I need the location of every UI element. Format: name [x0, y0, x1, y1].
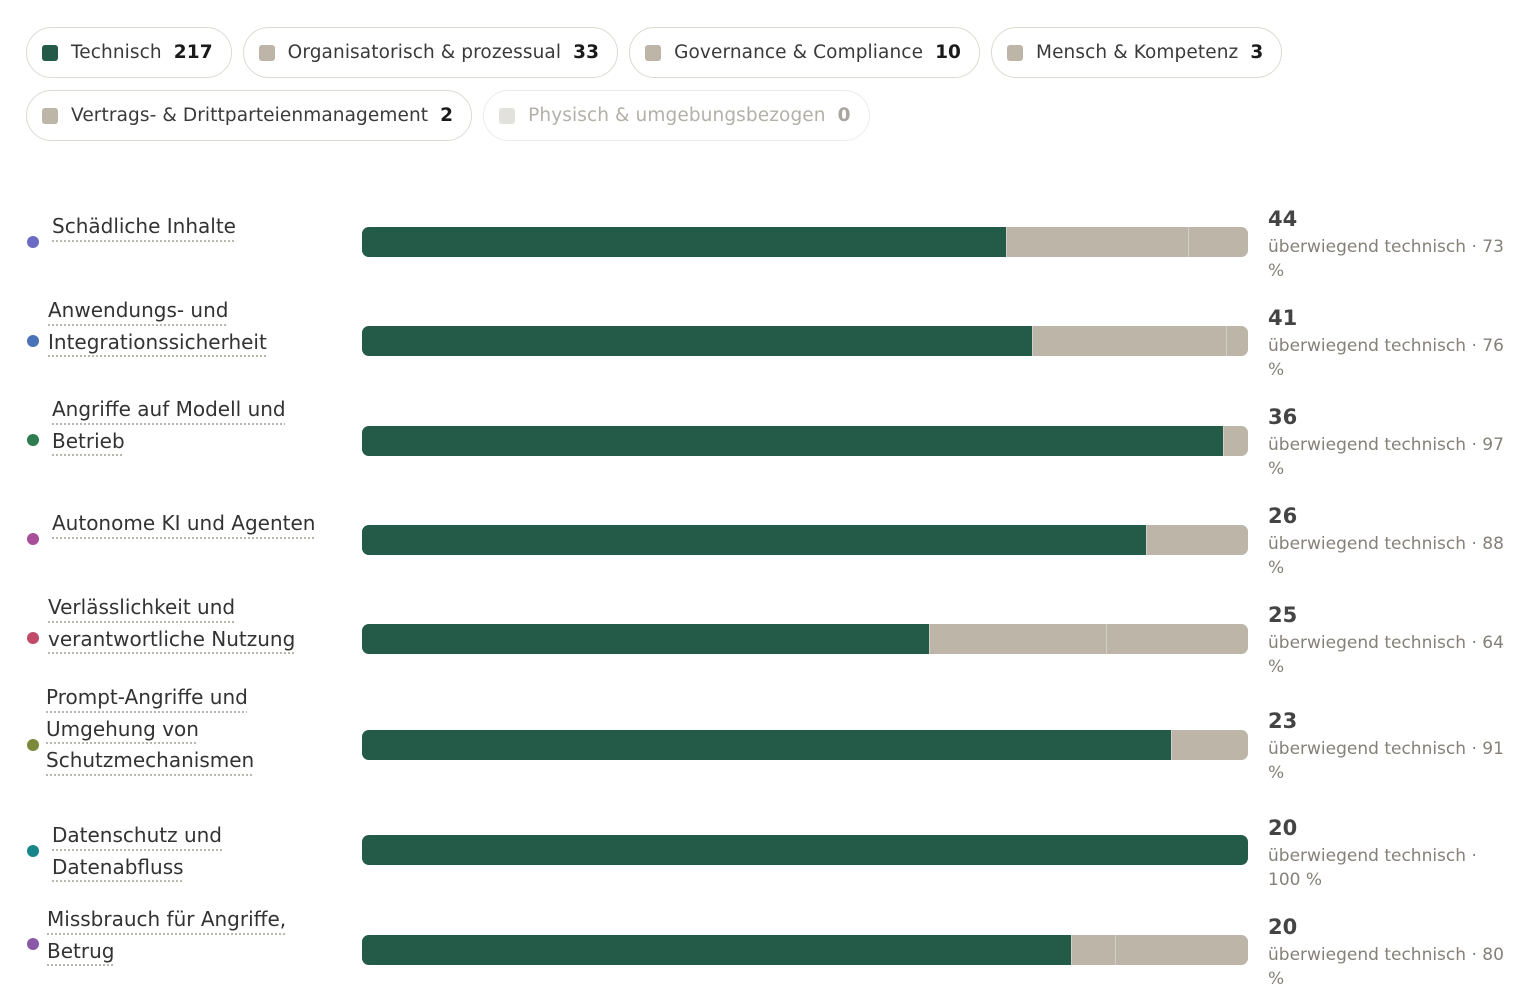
stacked-bar[interactable]: [362, 326, 1248, 356]
category-filter-bar: Technisch 217 Organisatorisch & prozessu…: [26, 27, 1326, 141]
row-label-text: Prompt-Angriffe und Umgehung von Schutzm…: [46, 685, 255, 772]
filter-chip-count: 217: [173, 42, 213, 63]
filter-chip-vertrags[interactable]: Vertrags- & Drittparteienmanagement 2: [26, 90, 473, 141]
bar-segment-technisch: [362, 624, 930, 654]
bar-segment-other: [1070, 935, 1116, 965]
stacked-bar[interactable]: [362, 624, 1248, 654]
row-description: überwiegend technisch · 91 %: [1268, 739, 1504, 783]
technisch-swatch: [42, 44, 58, 61]
bar-segment-other: [1006, 227, 1188, 257]
category-dot: [27, 938, 39, 950]
bar-segment-technisch: [362, 525, 1146, 555]
row-label-text: Datenschutz und Datenabfluss: [52, 823, 222, 879]
filter-chip-technisch[interactable]: Technisch 217: [26, 27, 232, 78]
stacked-bar-chart: Schädliche Inhalte 44 überwiegend technisc…: [27, 207, 1504, 989]
bar-segment-technisch: [362, 426, 1224, 456]
filter-chip-count: 33: [573, 42, 600, 63]
bar-segment-other: [1145, 525, 1248, 555]
category-dot: [27, 434, 39, 446]
bar-segment-technisch: [362, 326, 1032, 356]
physisch-swatch: [499, 107, 516, 124]
row-total: 20: [1268, 915, 1298, 939]
row-total: 44: [1268, 207, 1298, 231]
filter-chip-label: Mensch & Kompetenz: [1036, 42, 1239, 63]
organisatorisch-swatch: [258, 44, 275, 61]
bar-segment-other: [1187, 227, 1248, 257]
bar-segment-other: [1106, 624, 1248, 654]
bar-segment-technisch: [362, 227, 1007, 257]
bar-segment-other: [1223, 426, 1248, 456]
stacked-bar[interactable]: [362, 227, 1248, 257]
category-dot: [27, 533, 39, 545]
category-dot: [27, 236, 39, 248]
row-label[interactable]: Missbrauch für Angriffe, Betrug: [47, 904, 347, 967]
bar-segment-technisch: [362, 730, 1171, 760]
filter-chip-count: 3: [1250, 42, 1264, 63]
row-description: überwiegend technisch · 76 %: [1268, 336, 1504, 380]
filter-chip-physisch[interactable]: Physisch & umgebungsbezogen 0: [483, 90, 870, 141]
filter-chip-mensch[interactable]: Mensch & Kompetenz 3: [991, 27, 1283, 78]
stacked-bar[interactable]: [362, 835, 1248, 865]
category-dot: [27, 335, 39, 347]
row-total: 20: [1268, 816, 1298, 840]
row-label-text: Anwendungs- und Integrationssicherheit: [48, 298, 267, 354]
row-total: 23: [1268, 709, 1298, 733]
category-dot: [27, 632, 39, 644]
stacked-bar[interactable]: [362, 525, 1248, 555]
row-description: überwiegend technisch · 73 %: [1268, 237, 1504, 281]
bar-segment-other: [929, 624, 1107, 654]
stacked-bar[interactable]: [362, 935, 1248, 965]
filter-chip-label: Governance & Compliance: [674, 42, 924, 63]
row-description: überwiegend technisch · 97 %: [1268, 435, 1504, 479]
bar-segment-technisch: [362, 835, 1248, 865]
bar-segment-other: [1170, 730, 1248, 760]
row-label[interactable]: Angriffe auf Modell und Betrieb: [52, 394, 292, 457]
bar-segment-technisch: [362, 935, 1071, 965]
filter-chip-label: Technisch: [71, 42, 162, 63]
filter-chip-label: Vertrags- & Drittparteienmanagement: [71, 105, 429, 126]
bar-segment-other: [1031, 326, 1227, 356]
row-label[interactable]: Autonome KI und Agenten: [52, 508, 352, 540]
filter-chip-label: Organisatorisch & prozessual: [287, 42, 562, 63]
filter-chip-count: 0: [837, 105, 851, 126]
stacked-bar[interactable]: [362, 426, 1248, 456]
row-label[interactable]: Schädliche Inhalte: [52, 211, 352, 243]
row-label-text: Verlässlichkeit und verantwortliche Nutz…: [48, 595, 296, 651]
governance-swatch: [645, 44, 662, 61]
filter-chip-label: Physisch & umgebungsbezogen: [528, 105, 826, 126]
row-total: 41: [1268, 306, 1298, 330]
mensch-swatch: [1007, 44, 1024, 61]
row-total: 36: [1268, 405, 1298, 429]
row-total: 26: [1268, 504, 1298, 528]
row-description: überwiegend technisch · 100 %: [1268, 846, 1477, 890]
row-description: überwiegend technisch · 88 %: [1268, 534, 1504, 578]
filter-chip-governance[interactable]: Governance & Compliance 10: [629, 27, 981, 78]
category-dot: [27, 845, 39, 857]
row-label-text: Angriffe auf Modell und Betrieb: [52, 397, 286, 453]
filter-chip-organisatorisch[interactable]: Organisatorisch & prozessual 33: [242, 27, 619, 78]
row-description: überwiegend technisch · 80 %: [1268, 945, 1504, 989]
row-label[interactable]: Anwendungs- und Integrationssicherheit: [48, 295, 278, 358]
row-label[interactable]: Prompt-Angriffe und Umgehung von Schutzm…: [46, 682, 256, 777]
row-label-text: Missbrauch für Angriffe, Betrug: [47, 907, 287, 963]
category-dot: [27, 739, 39, 751]
filter-chip-count: 2: [440, 105, 454, 126]
row-total: 25: [1268, 603, 1298, 627]
row-description: überwiegend technisch · 64 %: [1268, 633, 1504, 677]
row-label-text: Schädliche Inhalte: [52, 214, 236, 238]
bar-segment-other: [1115, 935, 1248, 965]
row-label[interactable]: Datenschutz und Datenabfluss: [52, 820, 352, 883]
stacked-bar[interactable]: [362, 730, 1248, 760]
vertrags-swatch: [42, 107, 58, 124]
filter-chip-count: 10: [935, 42, 962, 63]
row-label[interactable]: Verlässlichkeit und verantwortliche Nutz…: [48, 592, 308, 655]
row-label-text: Autonome KI und Agenten: [52, 511, 316, 535]
bar-segment-other: [1226, 326, 1248, 356]
